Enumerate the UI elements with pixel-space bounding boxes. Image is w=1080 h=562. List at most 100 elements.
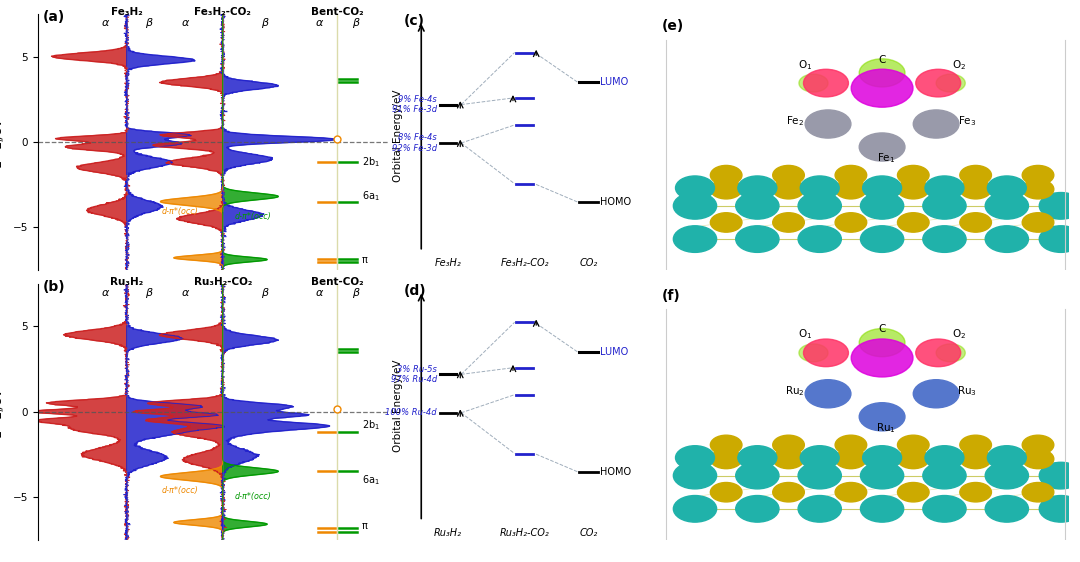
Circle shape xyxy=(772,165,805,185)
Circle shape xyxy=(960,435,991,455)
Text: CO₂: CO₂ xyxy=(579,259,597,269)
Circle shape xyxy=(987,176,1026,200)
Text: HOMO: HOMO xyxy=(600,466,631,477)
Text: Ru$_3$: Ru$_3$ xyxy=(957,384,977,397)
Circle shape xyxy=(897,435,929,455)
Circle shape xyxy=(800,176,839,200)
Circle shape xyxy=(1022,165,1054,185)
Circle shape xyxy=(835,449,867,469)
Circle shape xyxy=(1022,179,1054,199)
Text: Bent-CO₂: Bent-CO₂ xyxy=(311,277,364,287)
Circle shape xyxy=(924,176,964,200)
Circle shape xyxy=(711,179,742,199)
Text: d-π*(occ): d-π*(occ) xyxy=(161,487,198,496)
Text: (f): (f) xyxy=(662,289,680,303)
Circle shape xyxy=(987,446,1026,470)
Circle shape xyxy=(711,165,742,185)
Text: (b): (b) xyxy=(43,280,66,293)
Circle shape xyxy=(860,59,905,87)
Text: 8% Fe-4s
92% Fe-3d: 8% Fe-4s 92% Fe-3d xyxy=(392,133,437,153)
Circle shape xyxy=(985,463,1028,489)
Text: Bent-CO₂: Bent-CO₂ xyxy=(311,7,364,17)
Circle shape xyxy=(798,463,841,489)
Circle shape xyxy=(960,213,991,232)
Circle shape xyxy=(835,435,867,455)
Y-axis label: E - E$_f$/eV: E - E$_f$/eV xyxy=(0,386,8,438)
Circle shape xyxy=(861,496,904,522)
Circle shape xyxy=(897,213,929,232)
Circle shape xyxy=(1039,226,1080,252)
Text: O$_1$: O$_1$ xyxy=(798,58,812,71)
Text: π: π xyxy=(362,255,368,265)
Circle shape xyxy=(922,463,967,489)
Circle shape xyxy=(735,463,779,489)
Circle shape xyxy=(861,463,904,489)
Circle shape xyxy=(835,179,867,199)
Circle shape xyxy=(806,110,851,138)
Text: β: β xyxy=(260,288,268,298)
Circle shape xyxy=(804,339,849,366)
Circle shape xyxy=(916,339,961,366)
Circle shape xyxy=(772,449,805,469)
Circle shape xyxy=(1039,193,1080,219)
Circle shape xyxy=(924,446,964,470)
Circle shape xyxy=(735,496,779,522)
Text: Ru₃H₂: Ru₃H₂ xyxy=(434,528,462,538)
Circle shape xyxy=(738,176,777,200)
Text: LUMO: LUMO xyxy=(600,347,629,357)
Circle shape xyxy=(772,483,805,502)
Circle shape xyxy=(835,165,867,185)
Text: Fe₃H₂: Fe₃H₂ xyxy=(111,7,143,17)
Circle shape xyxy=(985,226,1028,252)
Circle shape xyxy=(711,483,742,502)
Text: Ru$_1$: Ru$_1$ xyxy=(876,421,896,434)
Circle shape xyxy=(960,165,991,185)
Text: α: α xyxy=(181,288,189,298)
Text: 9% Fe-4s
91% Fe-3d: 9% Fe-4s 91% Fe-3d xyxy=(392,95,437,114)
Text: Ru₃H₂-CO₂: Ru₃H₂-CO₂ xyxy=(193,277,252,287)
Circle shape xyxy=(922,226,967,252)
Circle shape xyxy=(936,74,966,92)
Circle shape xyxy=(985,496,1028,522)
Circle shape xyxy=(863,446,902,470)
Text: C: C xyxy=(878,324,886,334)
Circle shape xyxy=(804,69,849,97)
Text: β: β xyxy=(352,18,359,28)
Text: Fe$_1$: Fe$_1$ xyxy=(877,151,895,165)
Circle shape xyxy=(735,226,779,252)
Text: C: C xyxy=(878,55,886,65)
Circle shape xyxy=(711,213,742,232)
Text: β: β xyxy=(260,18,268,28)
Text: Fe₃H₂-CO₂: Fe₃H₂-CO₂ xyxy=(194,7,252,17)
Circle shape xyxy=(798,193,841,219)
Circle shape xyxy=(1022,213,1054,232)
Circle shape xyxy=(772,179,805,199)
Circle shape xyxy=(738,446,777,470)
Text: π: π xyxy=(362,521,368,531)
Text: O$_2$: O$_2$ xyxy=(951,58,967,71)
Circle shape xyxy=(916,69,961,97)
Text: Fe₃H₂: Fe₃H₂ xyxy=(434,259,461,269)
Circle shape xyxy=(914,110,959,138)
Circle shape xyxy=(936,344,966,362)
Circle shape xyxy=(860,133,905,161)
Text: β: β xyxy=(352,288,359,298)
Circle shape xyxy=(798,496,841,522)
Circle shape xyxy=(1039,463,1080,489)
Text: 100% Ru-4d: 100% Ru-4d xyxy=(386,409,437,418)
Text: (e): (e) xyxy=(662,19,684,33)
Circle shape xyxy=(673,226,717,252)
Circle shape xyxy=(863,176,902,200)
Circle shape xyxy=(1022,483,1054,502)
Circle shape xyxy=(922,193,967,219)
Text: (d): (d) xyxy=(404,284,427,298)
Circle shape xyxy=(897,165,929,185)
Text: Fe₃H₂-CO₂: Fe₃H₂-CO₂ xyxy=(500,259,549,269)
Text: α: α xyxy=(181,18,189,28)
Circle shape xyxy=(673,463,717,489)
Text: O$_1$: O$_1$ xyxy=(798,328,812,341)
Text: 2b$_1$: 2b$_1$ xyxy=(362,156,380,169)
Circle shape xyxy=(799,74,828,92)
Circle shape xyxy=(1022,449,1054,469)
Text: LUMO: LUMO xyxy=(600,77,629,87)
